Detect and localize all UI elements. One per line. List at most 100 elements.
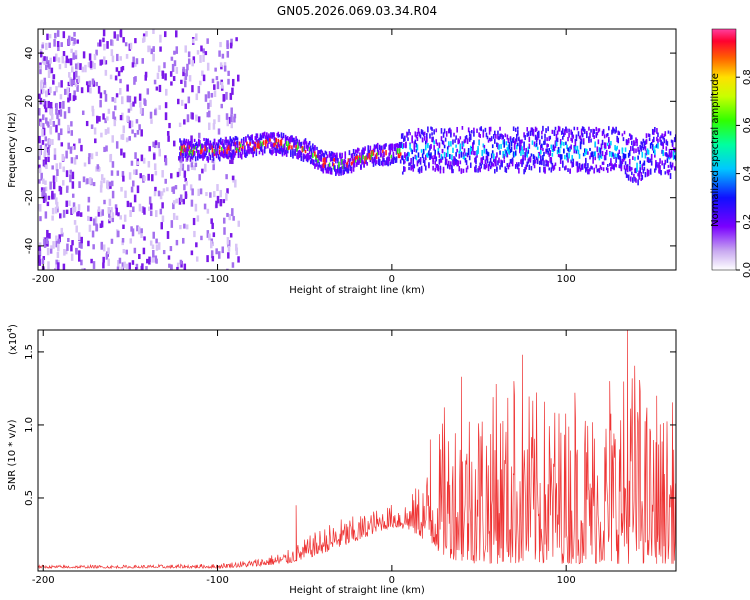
signal-pixel [646,168,649,175]
signal-pixel [238,146,241,151]
signal-pixel [409,162,411,166]
signal-pixel [526,151,529,158]
signal-pixel [501,134,503,140]
signal-pixel [293,140,295,146]
colorbar-label: Normalized spectral amplitude [710,73,721,227]
signal-pixel [427,142,429,147]
signal-pixel [549,135,552,140]
signal-pixel [668,148,671,154]
signal-pixel [297,144,299,149]
signal-pixel [621,148,624,154]
signal-pixel [390,143,393,148]
signal-pixel [369,154,372,161]
signal-pixel [656,162,658,167]
signal-pixel [658,162,660,168]
noise-speckle [69,146,73,154]
signal-pixel [673,137,676,143]
noise-speckle [176,262,180,269]
signal-pixel [455,135,457,140]
noise-speckle [70,48,73,53]
signal-pixel [544,169,546,174]
signal-pixel [589,155,591,160]
noise-speckle [111,40,114,47]
signal-pixel [432,165,434,171]
signal-pixel [412,156,415,161]
signal-pixel [663,138,666,144]
signal-pixel [274,141,276,146]
signal-pixel [517,126,519,130]
signal-pixel [351,155,354,161]
noise-speckle [143,207,146,215]
noise-speckle [225,192,228,201]
signal-pixel [251,147,253,154]
signal-pixel [383,158,385,162]
noise-speckle [54,53,58,62]
noise-speckle [215,248,218,255]
noise-speckle [71,66,74,73]
spectrogram-y-tick-label: 0 [24,146,35,152]
signal-pixel [420,165,423,171]
signal-pixel [289,144,291,149]
signal-pixel [187,146,190,151]
signal-pixel [535,127,538,131]
signal-pixel [183,147,185,153]
noise-speckle [139,101,142,108]
signal-pixel [229,136,231,142]
signal-pixel [331,153,334,158]
signal-pixel [453,158,455,164]
signal-pixel [262,135,265,139]
signal-pixel [394,157,397,164]
signal-pixel [662,145,665,150]
signal-pixel [263,148,266,154]
signal-pixel [636,142,638,147]
signal-pixel [626,166,629,173]
signal-pixel [229,152,231,156]
noise-speckle [138,203,142,212]
signal-pixel [203,149,205,156]
noise-speckle [90,258,93,264]
noise-speckle [125,249,128,255]
signal-pixel [453,156,455,161]
noise-speckle [231,158,234,165]
signal-pixel [349,158,352,162]
signal-pixel [431,127,433,132]
signal-pixel [422,132,425,137]
signal-pixel [559,142,562,149]
signal-pixel [511,138,514,143]
noise-speckle [89,216,93,222]
signal-pixel [638,171,640,178]
noise-speckle [94,216,98,224]
signal-pixel [444,137,447,142]
noise-speckle [78,250,81,256]
colorbar-tick-label: 0.0 [742,262,750,278]
signal-pixel [331,161,334,167]
signal-pixel [625,139,628,144]
noise-speckle [45,64,48,71]
signal-pixel [454,157,456,161]
signal-pixel [492,134,495,139]
signal-pixel [362,147,364,153]
signal-pixel [603,142,606,149]
noise-speckle [231,78,235,87]
signal-pixel [598,155,601,161]
signal-pixel [465,135,468,140]
signal-pixel [403,158,405,165]
signal-pixel [514,164,517,169]
signal-pixel [245,136,247,142]
signal-pixel [506,146,509,152]
signal-pixel [236,140,239,147]
signal-pixel [230,152,233,157]
signal-pixel [207,156,210,163]
signal-pixel [511,157,514,162]
signal-pixel [215,154,218,159]
noise-speckle [237,220,240,227]
noise-speckle [111,161,115,168]
noise-speckle [49,57,52,64]
signal-pixel [648,133,651,138]
signal-pixel [259,141,262,147]
signal-pixel [186,141,189,147]
signal-pixel [672,148,675,154]
noise-speckle [128,172,132,180]
noise-speckle [70,208,73,215]
noise-speckle [101,209,105,216]
